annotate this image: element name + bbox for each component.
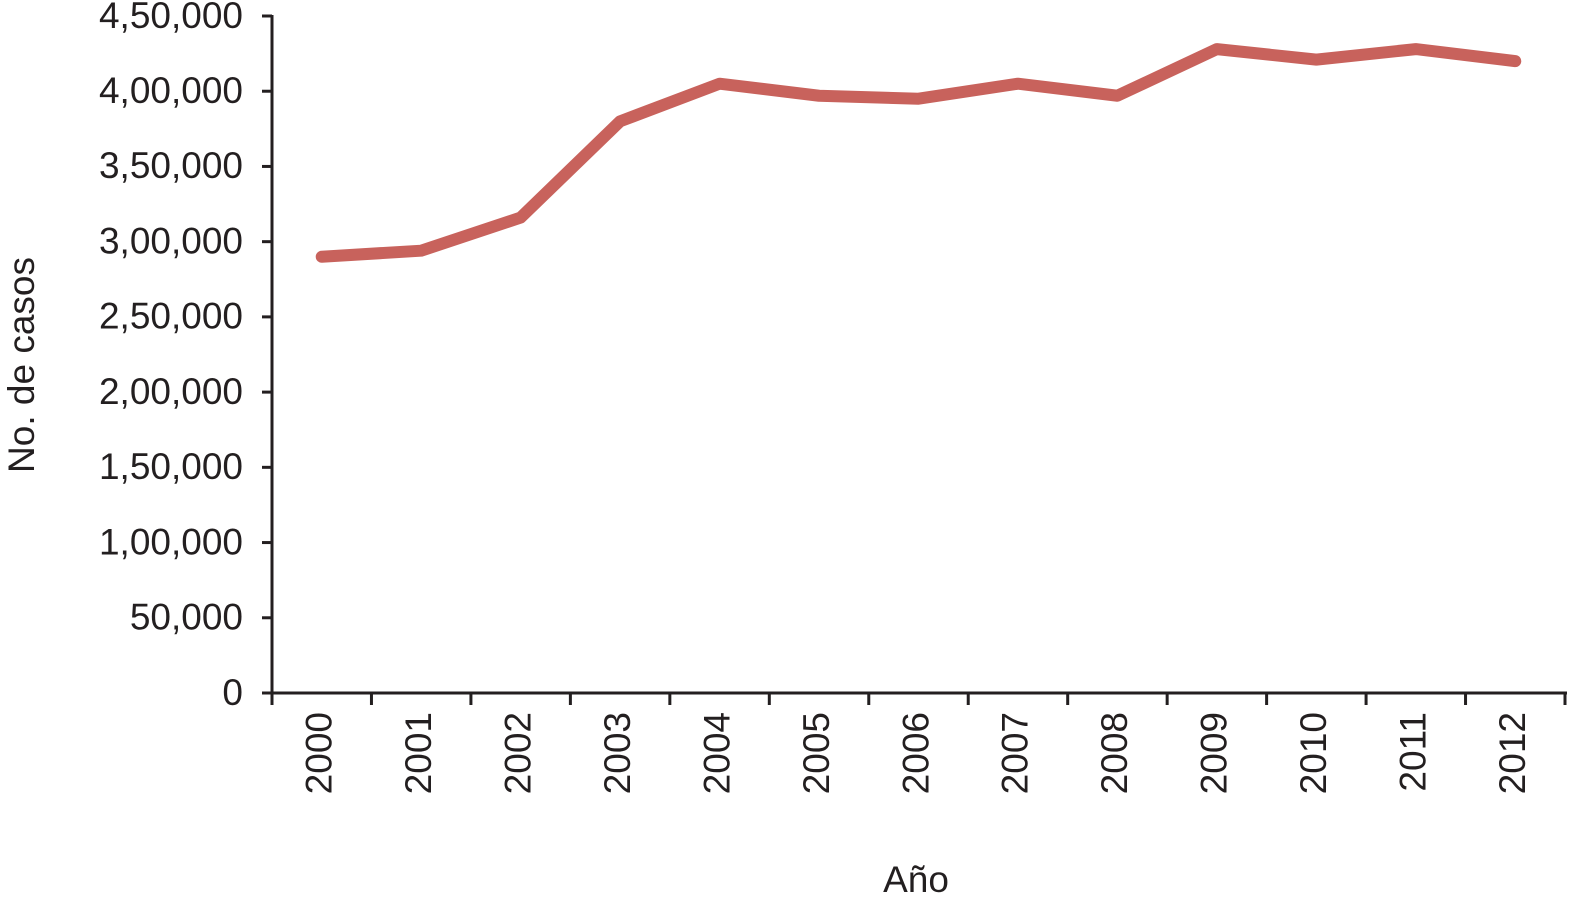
y-tick-label: 0 (222, 672, 243, 713)
y-axis-label: No. de casos (1, 257, 42, 473)
x-tick-label: 2009 (1194, 712, 1235, 794)
x-tick-label: 2012 (1492, 712, 1533, 794)
y-tick-label: 2,50,000 (99, 296, 243, 337)
x-tick-label: 2011 (1393, 712, 1434, 792)
data-line (315, 43, 1522, 263)
x-tick-label: 2004 (696, 712, 737, 794)
x-tick-label: 2000 (299, 712, 340, 794)
y-tick-label: 1,00,000 (99, 521, 243, 562)
x-tick-label: 2005 (796, 712, 837, 794)
y-tick-label: 4,50,000 (99, 0, 243, 36)
x-tick-label: 2006 (895, 712, 936, 794)
y-tick-label: 3,00,000 (99, 220, 243, 261)
x-tick-label: 2001 (398, 712, 439, 794)
y-tick-label: 4,00,000 (99, 70, 243, 111)
x-tick-label: 2007 (995, 712, 1036, 794)
x-tick-label: 2008 (1094, 712, 1135, 794)
y-tick-label: 1,50,000 (99, 446, 243, 487)
x-tick-label: 2002 (497, 712, 538, 794)
x-tick-label: 2003 (597, 712, 638, 794)
y-tick-label: 50,000 (130, 597, 243, 638)
y-tick-label: 3,50,000 (99, 145, 243, 186)
x-axis-label: Año (883, 859, 949, 900)
y-tick-label: 2,00,000 (99, 371, 243, 412)
x-tick-label: 2010 (1293, 712, 1334, 794)
